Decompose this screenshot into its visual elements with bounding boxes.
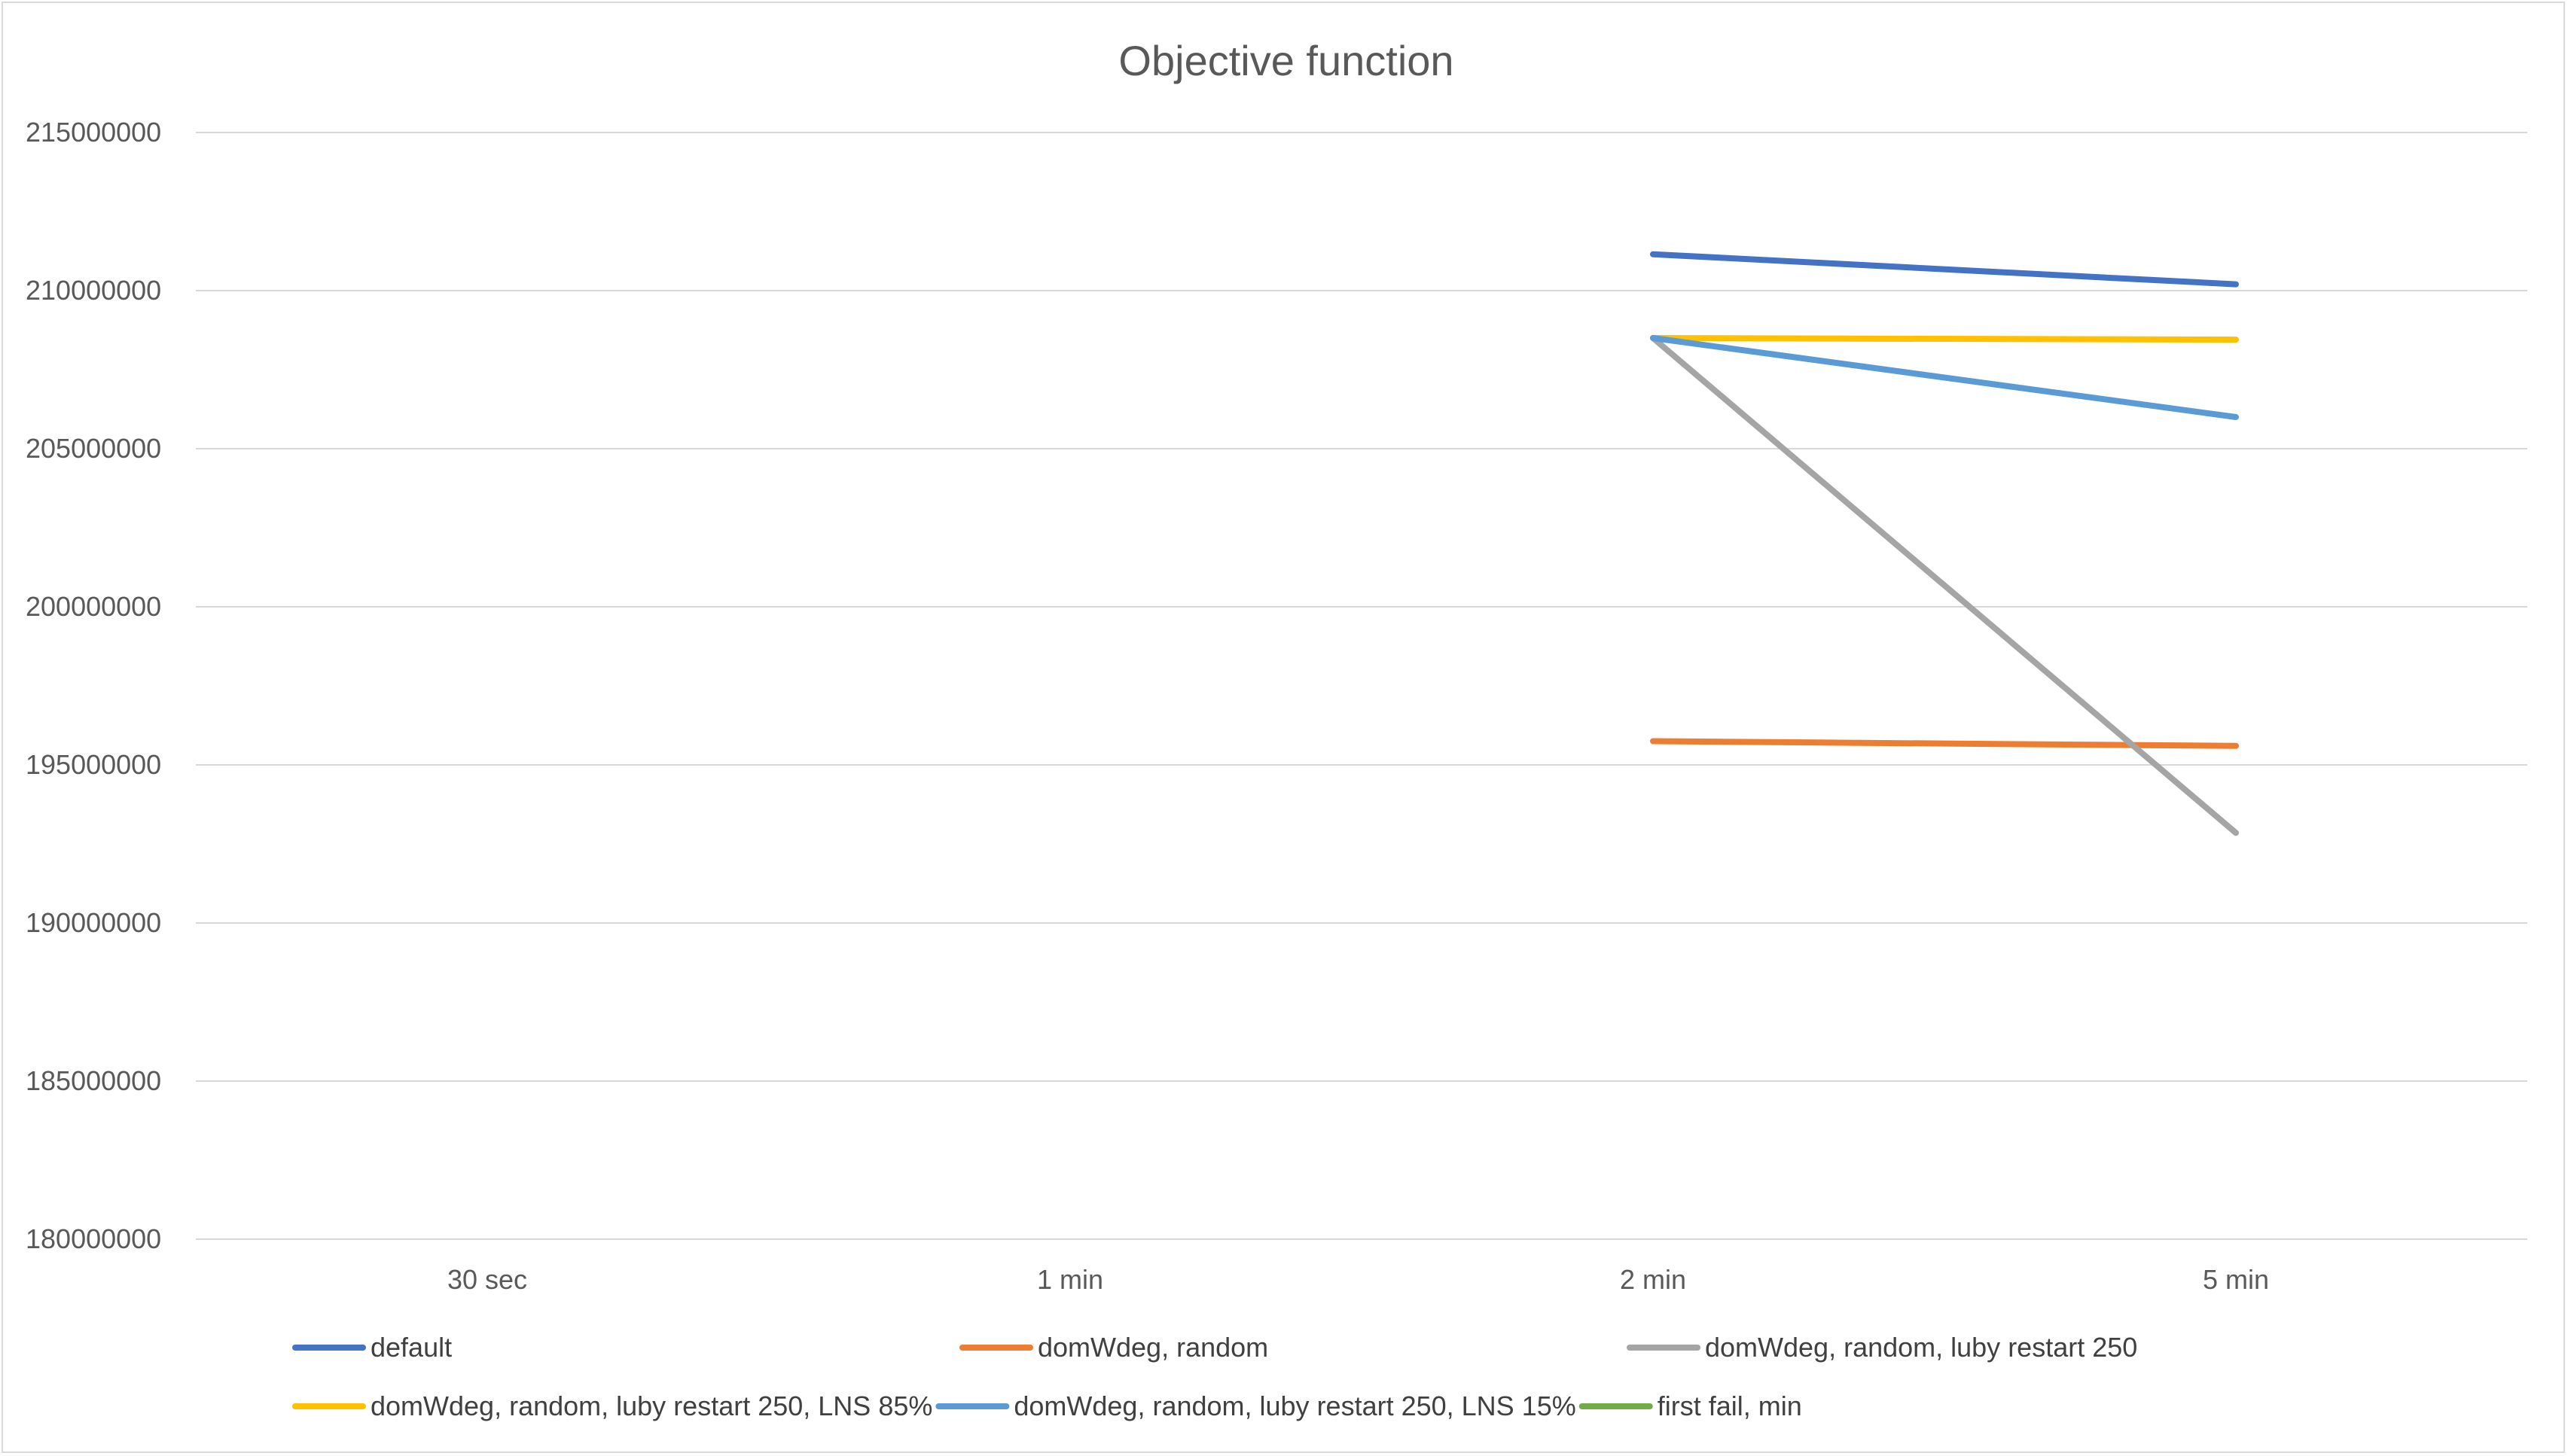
legend-label: default xyxy=(371,1332,452,1363)
x-tick-label: 2 min xyxy=(1620,1264,1686,1295)
legend-item: domWdeg, random, luby restart 250, LNS 1… xyxy=(935,1391,1576,1421)
gridlines xyxy=(196,132,2527,1240)
x-tick-label: 30 sec xyxy=(447,1264,527,1295)
chart-title: Objective function xyxy=(1118,37,1453,84)
x-axis-ticks: 30 sec 1 min 2 min 5 min xyxy=(447,1264,2269,1295)
y-tick-label: 210000000 xyxy=(26,275,161,306)
series-line-3 xyxy=(1650,335,2239,343)
legend-item: domWdeg, random, luby restart 250, LNS 8… xyxy=(292,1391,932,1421)
series-lines xyxy=(1650,251,2239,836)
series-line-1 xyxy=(1650,738,2239,749)
y-tick-label: 185000000 xyxy=(26,1065,161,1096)
legend-label: domWdeg, random xyxy=(1038,1332,1268,1363)
legend: default domWdeg, random domWdeg, random, l… xyxy=(292,1332,2137,1421)
y-tick-label: 190000000 xyxy=(26,907,161,938)
y-tick-label: 215000000 xyxy=(26,117,161,148)
series-line-0 xyxy=(1650,251,2239,288)
line-chart: Objective function 180000000 185000000 190… xyxy=(26,37,2527,1421)
legend-item: first fail, min xyxy=(1578,1391,1802,1421)
series-line-4 xyxy=(1650,335,2239,420)
y-tick-label: 205000000 xyxy=(26,433,161,464)
legend-label: domWdeg, random, luby restart 250, LNS 8… xyxy=(371,1391,932,1421)
x-tick-label: 5 min xyxy=(2203,1264,2269,1295)
legend-label: first fail, min xyxy=(1658,1391,1802,1421)
y-tick-label: 200000000 xyxy=(26,591,161,622)
legend-item: domWdeg, random xyxy=(959,1332,1268,1363)
y-axis-ticks: 180000000 185000000 190000000 195000000 2000… xyxy=(26,117,161,1254)
legend-label: domWdeg, random, luby restart 250 xyxy=(1705,1332,2137,1363)
series-line-2 xyxy=(1650,335,2239,836)
legend-item: default xyxy=(292,1332,452,1363)
y-tick-label: 195000000 xyxy=(26,749,161,780)
x-tick-label: 1 min xyxy=(1037,1264,1103,1295)
legend-item: domWdeg, random, luby restart 250 xyxy=(1627,1332,2137,1363)
y-tick-label: 180000000 xyxy=(26,1223,161,1254)
legend-label: domWdeg, random, luby restart 250, LNS 1… xyxy=(1014,1391,1575,1421)
